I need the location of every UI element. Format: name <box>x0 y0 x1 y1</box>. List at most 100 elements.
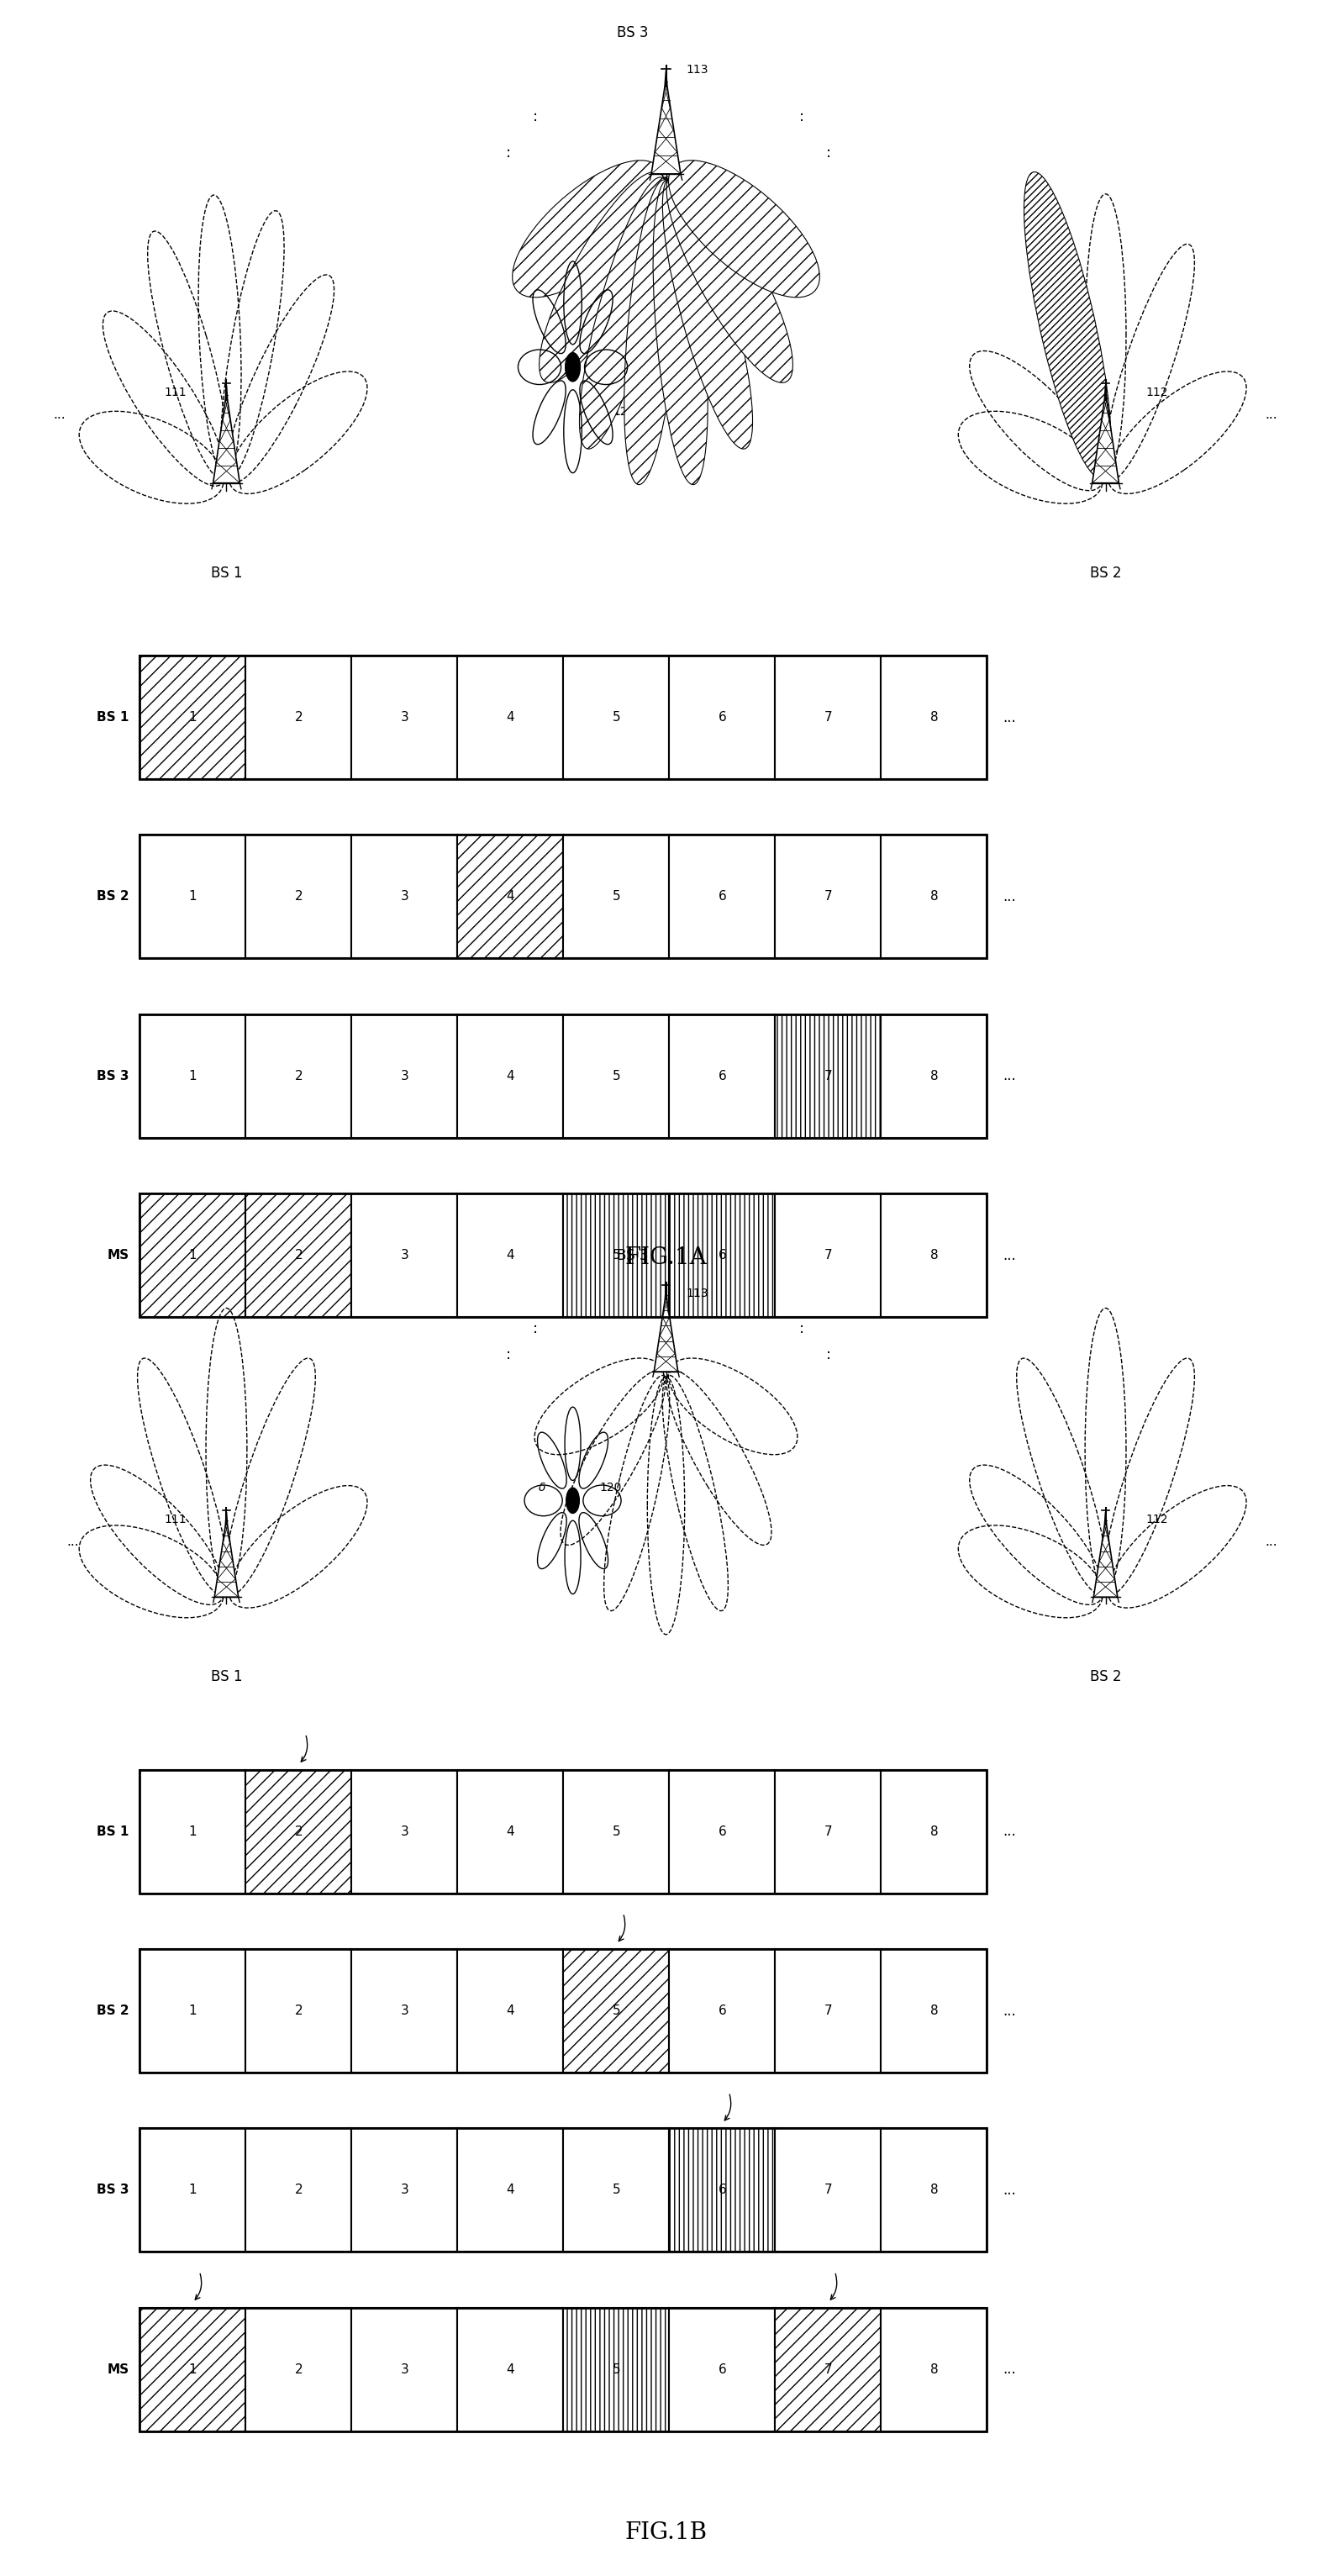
Circle shape <box>565 353 581 381</box>
Text: :: : <box>799 1321 805 1337</box>
Text: 2: 2 <box>294 2004 302 2017</box>
Bar <box>882 1015 987 1139</box>
Bar <box>458 1015 563 1139</box>
Text: 2: 2 <box>294 1826 302 1837</box>
Text: BS 3: BS 3 <box>97 1069 129 1082</box>
Text: ...: ... <box>1003 2182 1016 2197</box>
Text: 1: 1 <box>189 1249 197 1262</box>
Text: ...: ... <box>1265 1535 1277 1548</box>
Text: ...: ... <box>1003 889 1016 904</box>
Bar <box>563 2128 669 2251</box>
Text: MS: MS <box>108 2362 129 2375</box>
Text: 4: 4 <box>506 891 514 904</box>
Text: 1: 1 <box>189 2362 197 2375</box>
Text: 7: 7 <box>825 891 832 904</box>
Text: 4: 4 <box>506 2184 514 2197</box>
Bar <box>563 654 669 778</box>
Bar <box>882 654 987 778</box>
Bar <box>140 1193 987 1316</box>
Text: 1: 1 <box>189 711 197 724</box>
Text: 4: 4 <box>506 1249 514 1262</box>
Bar <box>246 2308 352 2432</box>
Text: BS 3: BS 3 <box>617 26 649 39</box>
Polygon shape <box>1094 1512 1118 1597</box>
Text: BS 1: BS 1 <box>210 1669 242 1685</box>
Bar <box>775 654 882 778</box>
Text: BS 2: BS 2 <box>97 2004 129 2017</box>
Bar <box>882 835 987 958</box>
Text: ...: ... <box>67 1535 79 1548</box>
Text: 111: 111 <box>164 386 186 399</box>
Bar <box>563 2308 669 2432</box>
Text: $\delta$: $\delta$ <box>538 1481 546 1494</box>
Bar <box>882 1770 987 1893</box>
Bar <box>775 1770 882 1893</box>
Text: 7: 7 <box>825 2004 832 2017</box>
Text: 5: 5 <box>613 1826 621 1837</box>
Bar <box>563 1770 669 1893</box>
Text: 4: 4 <box>506 711 514 724</box>
Text: 113: 113 <box>686 64 709 75</box>
Text: 3: 3 <box>401 1069 409 1082</box>
Bar <box>140 835 987 958</box>
Text: 5: 5 <box>613 2362 621 2375</box>
Text: 111: 111 <box>164 1515 186 1525</box>
Text: 5: 5 <box>613 711 621 724</box>
Bar <box>458 2308 563 2432</box>
Text: 3: 3 <box>401 2362 409 2375</box>
Text: 6: 6 <box>718 2362 726 2375</box>
Bar <box>458 1950 563 2074</box>
Bar <box>352 1193 458 1316</box>
Bar <box>246 654 352 778</box>
Text: ...: ... <box>1003 2004 1016 2020</box>
Ellipse shape <box>513 160 663 296</box>
Text: :: : <box>506 147 511 160</box>
Bar <box>140 1770 987 1893</box>
Text: 8: 8 <box>930 1826 938 1837</box>
Bar <box>670 654 775 778</box>
Text: :: : <box>533 111 538 124</box>
Bar <box>140 654 246 778</box>
Text: 7: 7 <box>825 2184 832 2197</box>
Polygon shape <box>651 70 681 173</box>
Circle shape <box>566 1489 579 1512</box>
Bar <box>352 1770 458 1893</box>
Bar <box>670 1193 775 1316</box>
Text: 2: 2 <box>294 1249 302 1262</box>
Text: 112: 112 <box>1146 1515 1168 1525</box>
Ellipse shape <box>669 160 819 296</box>
Text: 7: 7 <box>825 1826 832 1837</box>
Text: 1: 1 <box>189 2184 197 2197</box>
Bar <box>563 1193 669 1316</box>
Bar <box>140 1950 246 2074</box>
Ellipse shape <box>539 173 666 384</box>
Bar <box>246 1770 352 1893</box>
Bar <box>246 1015 352 1139</box>
Bar <box>458 1770 563 1893</box>
Bar <box>775 2128 882 2251</box>
Bar <box>352 1015 458 1139</box>
Bar <box>140 2308 246 2432</box>
Text: BS 2: BS 2 <box>97 891 129 904</box>
Bar <box>458 1193 563 1316</box>
Text: 5: 5 <box>613 2004 621 2017</box>
Ellipse shape <box>662 178 753 448</box>
Bar <box>140 2128 987 2251</box>
Text: :: : <box>506 1347 511 1363</box>
Bar <box>670 1950 775 2074</box>
Text: 8: 8 <box>930 711 938 724</box>
Bar <box>775 1015 882 1139</box>
Text: ...: ... <box>1003 2362 1016 2378</box>
Bar <box>458 2128 563 2251</box>
Text: 4: 4 <box>506 1069 514 1082</box>
Text: 5: 5 <box>613 1069 621 1082</box>
Text: :: : <box>826 1347 831 1363</box>
Bar <box>246 1193 352 1316</box>
Text: 1: 1 <box>189 2004 197 2017</box>
Bar <box>882 1193 987 1316</box>
Text: 8: 8 <box>930 2184 938 2197</box>
Ellipse shape <box>625 180 679 484</box>
Text: :: : <box>799 111 805 124</box>
Text: 6: 6 <box>718 891 726 904</box>
Text: ...: ... <box>53 410 65 420</box>
